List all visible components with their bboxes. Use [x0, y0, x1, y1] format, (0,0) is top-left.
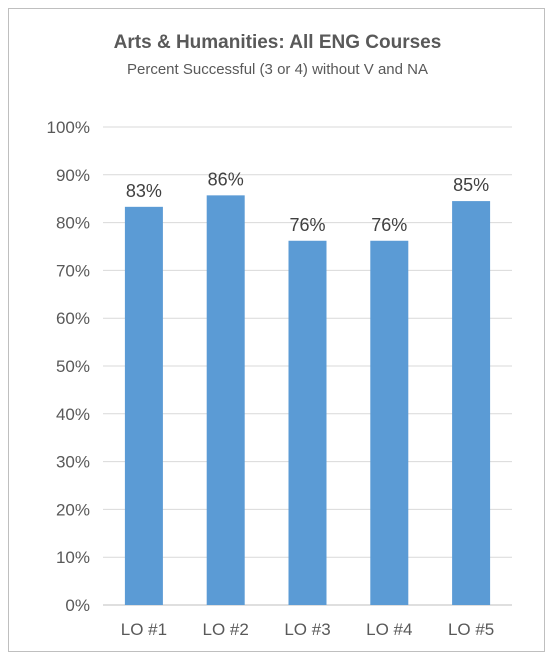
chart-subtitle: Percent Successful (3 or 4) without V an…: [127, 61, 428, 78]
y-tick-label: 90%: [56, 166, 90, 185]
data-label: 83%: [126, 181, 162, 201]
data-label: 86%: [208, 169, 244, 189]
bar: [370, 240, 409, 605]
data-label: 85%: [453, 175, 489, 195]
bar: [206, 195, 245, 605]
x-tick-label: LO #2: [203, 620, 249, 639]
y-tick-label: 20%: [56, 500, 90, 519]
bar: [124, 206, 163, 606]
x-tick-label: LO #1: [121, 620, 167, 639]
y-tick-label: 10%: [56, 548, 90, 567]
y-tick-label: 70%: [56, 261, 90, 280]
y-tick-label: 30%: [56, 453, 90, 472]
bar: [288, 240, 327, 605]
y-tick-label: 80%: [56, 214, 90, 233]
x-tick-label: LO #3: [284, 620, 330, 639]
y-tick-label: 50%: [56, 357, 90, 376]
y-tick-label: 100%: [47, 118, 90, 137]
y-tick-label: 0%: [65, 596, 90, 615]
y-tick-label: 60%: [56, 309, 90, 328]
data-label: 76%: [371, 215, 407, 235]
y-tick-label: 40%: [56, 405, 90, 424]
data-label: 76%: [289, 215, 325, 235]
x-tick-label: LO #5: [448, 620, 494, 639]
chart-title: Arts & Humanities: All ENG Courses: [113, 32, 442, 53]
x-tick-label: LO #4: [366, 620, 412, 639]
bar: [452, 201, 491, 605]
